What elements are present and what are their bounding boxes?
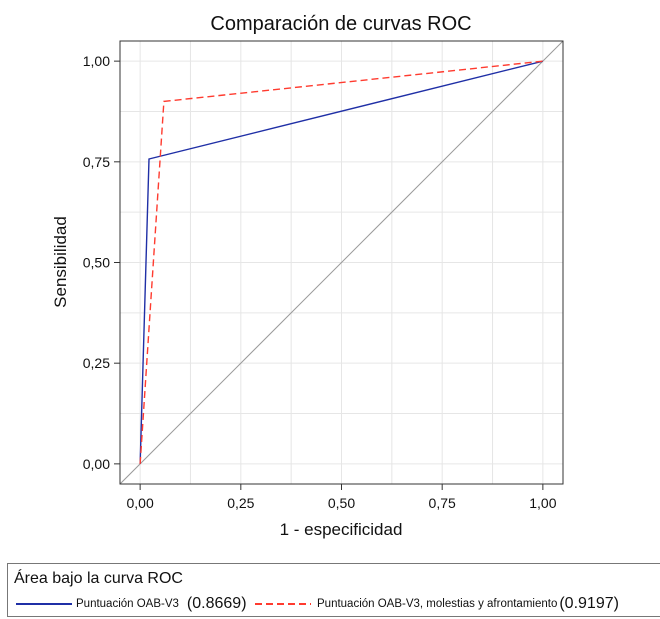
legend-series-name: Puntuación OAB-V3, molestias y afrontami… xyxy=(317,598,558,610)
legend-title: Área bajo la curva ROC xyxy=(14,570,183,587)
y-tick-label: 0,25 xyxy=(83,355,110,371)
x-tick-label: 0,25 xyxy=(227,495,254,511)
roc-chart: 0,00 0,25 0,50 0,75 1,00 0,00 0,25 0,50 0,75 1,00… xyxy=(51,13,564,539)
roc-chart-svg: 0,00 0,25 0,50 0,75 1,00 0,00 0,25 0,50 0,75 1,00… xyxy=(51,13,564,539)
legend-item-oab-v3-extended: Puntuación OAB-V3, molestias y afrontami… xyxy=(253,594,619,614)
y-axis-label: Sensibilidad xyxy=(51,216,70,308)
legend-box: Área bajo la curva ROC Puntuación OAB-V3… xyxy=(7,563,660,617)
y-tick-label: 0,00 xyxy=(83,456,110,472)
x-tick-label: 0,00 xyxy=(127,495,154,511)
x-tick-label: 0,50 xyxy=(328,495,355,511)
x-axis-label: 1 - especificidad xyxy=(280,520,403,539)
y-tick-label: 0,50 xyxy=(83,255,110,271)
chart-title: Comparación de curvas ROC xyxy=(210,13,471,35)
legend-swatch-solid xyxy=(16,603,72,605)
legend-swatch-dashed xyxy=(255,603,311,605)
y-tick-label: 1,00 xyxy=(83,53,110,69)
legend-auc-value: (0.9197) xyxy=(559,595,619,612)
legend-item-oab-v3: Puntuación OAB-V3 (0.8669) xyxy=(16,594,247,614)
y-tick-label: 0,75 xyxy=(83,154,110,170)
x-tick-label: 1,00 xyxy=(529,495,556,511)
roc-curve-oab-v3-extended xyxy=(139,60,543,464)
roc-curve-oab-v3 xyxy=(139,60,544,464)
legend-series-name: Puntuación OAB-V3 xyxy=(76,598,179,610)
reference-diagonal-line xyxy=(119,40,564,485)
x-tick-label: 0,75 xyxy=(429,495,456,511)
legend-auc-value: (0.8669) xyxy=(186,595,247,612)
